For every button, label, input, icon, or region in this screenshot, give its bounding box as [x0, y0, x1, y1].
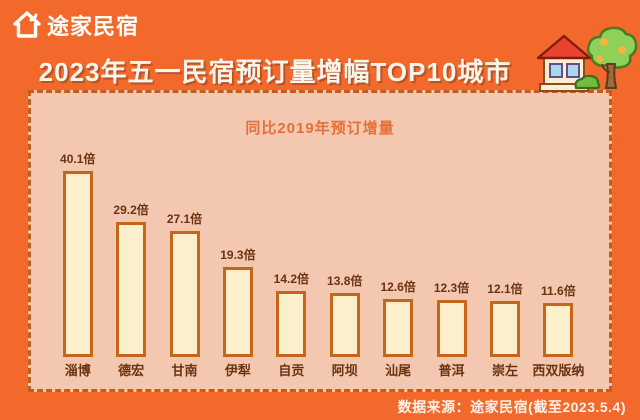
brand-name: 途家民宿 [47, 14, 140, 39]
bar-category-label: 西双版纳 [532, 363, 585, 378]
chart-subtitle: 同比2019年预订增量 [245, 120, 395, 137]
bar-category-label: 甘南 [171, 363, 198, 378]
brand-house-icon [12, 10, 42, 40]
bar-value-label: 40.1倍 [60, 152, 96, 166]
page-title: 2023年五一民宿预订量增幅TOP10城市 [38, 57, 512, 87]
bar-column: 11.6倍西双版纳 [532, 282, 585, 383]
bar [169, 231, 200, 357]
bar [383, 299, 414, 357]
bush-icon [574, 74, 601, 90]
bar-category-label: 阿坝 [331, 363, 358, 378]
bar-value-label: 13.8倍 [327, 274, 363, 288]
bar-column: 12.3倍普洱 [425, 279, 478, 383]
data-source: 数据来源：途家民宿(截至2023.5.4) [397, 399, 626, 415]
bar-value-label: 14.2倍 [273, 272, 309, 286]
bar-column: 12.6倍汕尾 [371, 278, 424, 383]
house-and-tree-illustration [534, 26, 638, 92]
bar-value-label: 12.3倍 [433, 281, 470, 295]
bar-category-label: 普洱 [438, 363, 465, 378]
bar-category-label: 淄博 [64, 363, 91, 378]
bar-value-label: 12.6倍 [380, 280, 416, 294]
bar [489, 301, 520, 357]
bar [116, 222, 147, 357]
bar-category-label: 自贡 [278, 363, 305, 378]
bar-value-label: 11.6倍 [541, 284, 576, 298]
bar-column: 12.1倍崇左 [478, 280, 531, 383]
bar-column: 27.1倍甘南 [158, 210, 211, 383]
bar-column: 40.1倍淄博 [51, 150, 104, 383]
chart-columns: 40.1倍 淄博 29.2倍 德宏 27.1倍 甘南 19.3倍 伊犁 14.2倍 自贡 13.8倍… [51, 150, 585, 383]
bar [329, 293, 360, 357]
bar-value-label: 12.1倍 [487, 282, 523, 296]
brand-logo: 途家民宿 [12, 9, 139, 41]
chart-panel: 同比2019年预订增量 40.1倍 淄博 29.2倍 德宏 27.1倍 甘南 19.3倍 伊犁… [28, 90, 612, 392]
bar-value-label: 27.1倍 [166, 212, 203, 226]
bar [276, 291, 307, 357]
bar-column: 29.2倍德宏 [104, 201, 157, 383]
bar [543, 303, 574, 357]
bar-category-label: 汕尾 [385, 363, 412, 378]
bar [62, 171, 93, 357]
bar-column: 13.8倍阿坝 [318, 272, 371, 383]
bar-column: 14.2倍自贡 [265, 270, 318, 383]
bar-value-label: 29.2倍 [113, 203, 149, 217]
bar [436, 300, 467, 357]
bar-column: 19.3倍伊犁 [211, 246, 264, 383]
tree-icon [586, 26, 638, 89]
house-icon [536, 34, 592, 92]
bar [222, 267, 253, 357]
bar-category-label: 崇左 [491, 363, 518, 378]
bar-category-label: 伊犁 [224, 363, 251, 378]
bar-category-label: 德宏 [118, 363, 145, 378]
bar-value-label: 19.3倍 [220, 248, 256, 262]
